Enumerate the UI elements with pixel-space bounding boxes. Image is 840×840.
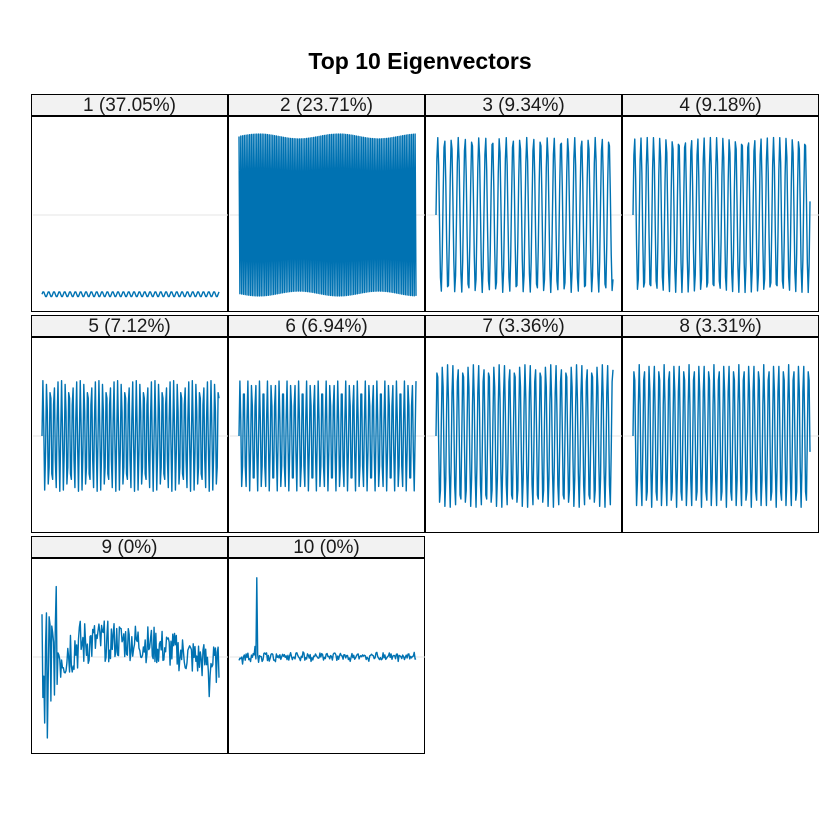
facet-panel: 1 (37.05%)	[31, 94, 228, 312]
facet-panel: 9 (0%)	[31, 536, 228, 754]
facet-plot-svg	[33, 380, 228, 492]
eigenvector-series-line	[41, 585, 220, 739]
eigenvector-series-line	[632, 136, 811, 294]
facet-plot-area	[31, 337, 228, 533]
eigenvector-series-line	[41, 291, 220, 298]
facet-plot-area	[622, 116, 819, 312]
facet-strip-label: 4 (9.18%)	[622, 94, 819, 116]
facet-strip-label: 3 (9.34%)	[425, 94, 622, 116]
facet-plot-svg	[33, 585, 228, 739]
facet-strip-label: 2 (23.71%)	[228, 94, 425, 116]
facet-plot-svg	[624, 136, 819, 294]
facet-plot-area	[228, 337, 425, 533]
facet-plot-svg	[230, 133, 425, 297]
facet-panel: 8 (3.31%)	[622, 315, 819, 533]
eigenvector-series-line	[435, 136, 614, 294]
eigenvector-series-line	[238, 133, 417, 297]
facet-plot-svg	[624, 364, 819, 508]
facet-plot-svg	[427, 136, 622, 294]
eigenvector-series-line	[238, 577, 417, 665]
facet-plot-area	[425, 116, 622, 312]
facet-panel: 7 (3.36%)	[425, 315, 622, 533]
facet-plot-area	[622, 337, 819, 533]
facet-plot-svg	[33, 214, 228, 298]
facet-strip-label: 6 (6.94%)	[228, 315, 425, 337]
facet-strip-label: 5 (7.12%)	[31, 315, 228, 337]
facet-plot-area	[31, 116, 228, 312]
facet-plot-area	[31, 558, 228, 754]
facet-panel: 10 (0%)	[228, 536, 425, 754]
facet-plot-svg	[427, 364, 622, 508]
facet-panel: 4 (9.18%)	[622, 94, 819, 312]
eigenvector-series-line	[435, 364, 614, 508]
facet-plot-svg	[230, 380, 425, 492]
facet-strip-label: 10 (0%)	[228, 536, 425, 558]
facet-strip-label: 8 (3.31%)	[622, 315, 819, 337]
facet-strip-label: 9 (0%)	[31, 536, 228, 558]
facet-panel: 5 (7.12%)	[31, 315, 228, 533]
facet-panel: 3 (9.34%)	[425, 94, 622, 312]
facet-plot-area	[228, 116, 425, 312]
facet-plot-area	[425, 337, 622, 533]
facet-strip-label: 7 (3.36%)	[425, 315, 622, 337]
facet-strip-label: 1 (37.05%)	[31, 94, 228, 116]
facet-plot-svg	[230, 577, 425, 665]
facet-panel: 2 (23.71%)	[228, 94, 425, 312]
eigenvector-series-line	[238, 380, 417, 492]
eigenvector-series-line	[632, 364, 811, 508]
facet-panel: 6 (6.94%)	[228, 315, 425, 533]
facet-plot-area	[228, 558, 425, 754]
chart-title: Top 10 Eigenvectors	[308, 48, 532, 74]
eigenvector-series-line	[41, 380, 220, 492]
